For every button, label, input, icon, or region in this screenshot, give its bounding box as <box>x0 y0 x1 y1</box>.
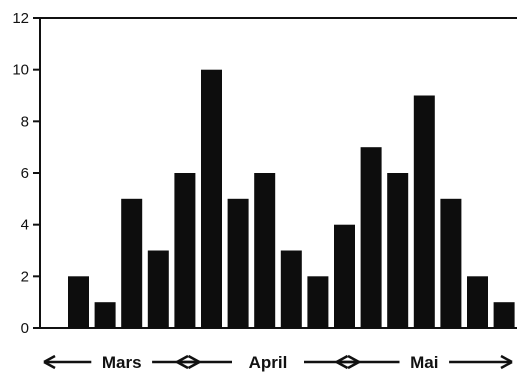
left-arrow-icon <box>176 354 189 370</box>
bar <box>440 198 462 328</box>
y-tick-label: 0 <box>21 320 29 337</box>
right-arrow-icon <box>500 354 513 370</box>
bar <box>201 69 222 328</box>
month-group: Mai <box>336 353 513 372</box>
bar <box>307 276 329 328</box>
bar <box>467 276 488 328</box>
y-ticks: 0 2 4 6 8 10 12 <box>12 10 40 337</box>
bar <box>94 302 116 328</box>
month-label: April <box>249 353 288 372</box>
bar <box>147 250 169 328</box>
left-arrow-icon <box>336 354 349 370</box>
left-arrow-icon <box>43 354 56 370</box>
bar <box>413 95 435 328</box>
month-label: Mai <box>410 353 438 372</box>
y-tick-label: 10 <box>12 62 29 79</box>
bar <box>174 173 196 328</box>
bar <box>334 224 355 328</box>
bar <box>227 198 249 328</box>
bar <box>387 173 409 328</box>
bar <box>280 250 302 328</box>
y-tick-label: 12 <box>12 10 29 27</box>
bar <box>254 173 276 328</box>
y-tick-label: 2 <box>21 268 29 285</box>
x-group-labels: Mars April Mai <box>43 353 513 372</box>
y-tick-label: 4 <box>21 217 29 234</box>
month-group: Mars <box>43 353 200 372</box>
bar <box>360 147 382 328</box>
bar <box>121 198 143 328</box>
month-group: April <box>176 353 360 372</box>
bar <box>493 302 515 328</box>
y-tick-label: 6 <box>21 165 29 182</box>
month-label: Mars <box>102 353 142 372</box>
y-tick-label: 8 <box>21 113 29 130</box>
bar <box>68 276 89 328</box>
bars <box>68 69 515 328</box>
